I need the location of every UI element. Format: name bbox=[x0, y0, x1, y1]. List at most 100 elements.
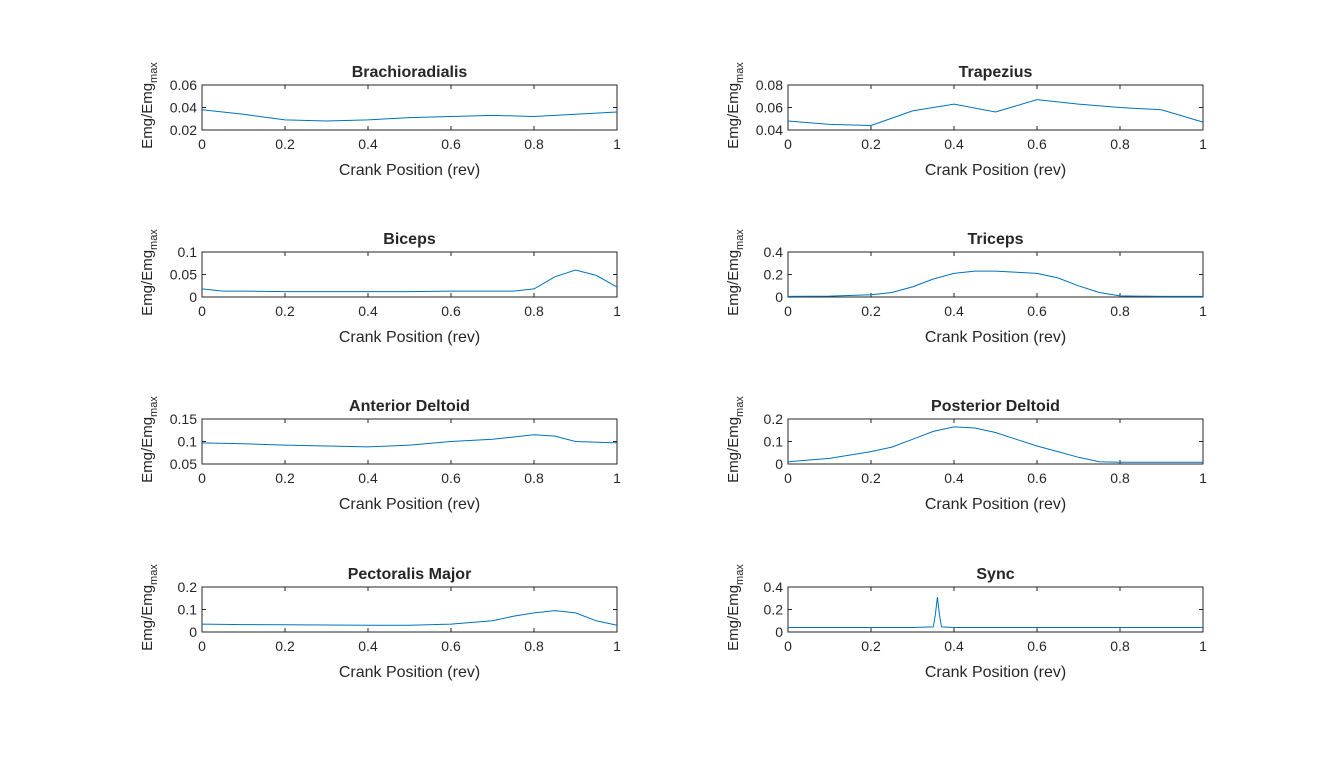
x-tick-label: 0.8 bbox=[1110, 470, 1130, 486]
x-tick-label: 0 bbox=[198, 638, 206, 654]
y-axis-label: Emg/Emgmax bbox=[725, 396, 746, 483]
x-tick-label: 0.4 bbox=[944, 470, 964, 486]
subplot-title: Sync bbox=[976, 566, 1014, 583]
axes-box bbox=[201, 418, 618, 465]
x-tick-label: 0.8 bbox=[1110, 638, 1130, 654]
y-tick-label: 0.02 bbox=[170, 122, 197, 138]
y-tick-label: 0.1 bbox=[178, 602, 198, 618]
x-tick-label: 0 bbox=[784, 638, 792, 654]
series-line bbox=[201, 269, 618, 293]
x-tick-label: 0.8 bbox=[1110, 303, 1130, 319]
subplot-sync: 0 0.2 0.4 0.6 0.8 1 0 0.2 0.4 Sync Crank Position … bbox=[725, 564, 1207, 681]
x-tick-label: 0.2 bbox=[861, 470, 881, 486]
y-axis-label: Emg/Emgmax bbox=[725, 564, 746, 651]
subplot-title: Anterior Deltoid bbox=[349, 398, 470, 415]
series-line bbox=[201, 610, 618, 626]
y-axis-label-main: Emg/Emg bbox=[139, 585, 156, 651]
x-tick-label: 1 bbox=[613, 136, 621, 152]
y-tick-label: 0.06 bbox=[170, 77, 197, 93]
y-tick-label: 0.08 bbox=[756, 77, 783, 93]
x-axis-label: Crank Position (rev) bbox=[925, 496, 1066, 513]
x-tick-label: 0.4 bbox=[358, 638, 378, 654]
x-axis-label: Crank Position (rev) bbox=[339, 162, 480, 179]
x-axis-label: Crank Position (rev) bbox=[925, 664, 1066, 681]
subplot-anterior-deltoid: 0 0.2 0.4 0.6 0.8 1 0.05 0.1 0.15 Anterior Deltoi… bbox=[139, 396, 621, 513]
y-axis-label-subscript: max bbox=[148, 396, 160, 417]
y-axis-label-main: Emg/Emg bbox=[139, 83, 156, 149]
y-tick-label: 0 bbox=[775, 456, 783, 472]
axes-box bbox=[201, 251, 618, 298]
subplot-title: Trapezius bbox=[959, 64, 1033, 81]
series-line bbox=[787, 270, 1203, 297]
x-tick-label: 0.4 bbox=[944, 136, 964, 152]
y-axis-label-main: Emg/Emg bbox=[139, 417, 156, 483]
y-tick-label: 0.1 bbox=[764, 434, 784, 450]
x-tick-label: 0.6 bbox=[1027, 470, 1047, 486]
x-tick-label: 0.4 bbox=[944, 638, 964, 654]
y-tick-label: 0.4 bbox=[764, 244, 784, 260]
x-tick-label: 0.6 bbox=[441, 136, 461, 152]
series-line bbox=[201, 109, 618, 122]
y-axis-label: Emg/Emgmax bbox=[139, 564, 160, 651]
x-tick-label: 1 bbox=[1199, 470, 1207, 486]
subplot-trapezius: 0 0.2 0.4 0.6 0.8 1 0.04 0.06 0.08 Trapezius Crank… bbox=[725, 62, 1207, 179]
x-tick-label: 1 bbox=[1199, 638, 1207, 654]
subplot-title: Posterior Deltoid bbox=[931, 398, 1060, 415]
y-axis-label: Emg/Emgmax bbox=[139, 229, 160, 316]
series-line bbox=[201, 434, 618, 448]
x-tick-label: 0.6 bbox=[1027, 136, 1047, 152]
x-tick-label: 0.6 bbox=[441, 638, 461, 654]
axes-box bbox=[787, 418, 1204, 465]
y-tick-label: 0.2 bbox=[178, 579, 198, 595]
x-tick-label: 0 bbox=[198, 136, 206, 152]
x-tick-label: 0.4 bbox=[358, 303, 378, 319]
x-tick-label: 0.8 bbox=[524, 136, 544, 152]
x-tick-label: 0.4 bbox=[358, 470, 378, 486]
y-tick-label: 0.1 bbox=[178, 434, 198, 450]
y-tick-label: 0 bbox=[775, 289, 783, 305]
y-tick-label: 0.15 bbox=[170, 411, 197, 427]
x-tick-label: 0.6 bbox=[1027, 638, 1047, 654]
x-tick-label: 1 bbox=[613, 303, 621, 319]
y-axis-label: Emg/Emgmax bbox=[725, 229, 746, 316]
subplot-title: Biceps bbox=[383, 231, 436, 248]
subplot-pectoralis-major: 0 0.2 0.4 0.6 0.8 1 0 0.1 0.2 Pectoralis Major Cra… bbox=[139, 564, 621, 681]
series-line bbox=[788, 597, 1203, 628]
y-axis-label-subscript: max bbox=[734, 229, 746, 250]
subplot-triceps: 0 0.2 0.4 0.6 0.8 1 0 0.2 0.4 Triceps Crank Positi… bbox=[725, 229, 1207, 346]
x-tick-label: 1 bbox=[613, 638, 621, 654]
x-tick-label: 0.6 bbox=[441, 303, 461, 319]
x-tick-label: 0 bbox=[784, 303, 792, 319]
x-axis-label: Crank Position (rev) bbox=[925, 162, 1066, 179]
y-tick-label: 0 bbox=[189, 624, 197, 640]
x-tick-label: 0.2 bbox=[861, 303, 881, 319]
x-axis-label: Crank Position (rev) bbox=[339, 329, 480, 346]
y-tick-label: 0.06 bbox=[756, 100, 783, 116]
x-tick-label: 0.8 bbox=[524, 638, 544, 654]
x-tick-label: 0 bbox=[784, 136, 792, 152]
y-axis-label-main: Emg/Emg bbox=[725, 83, 742, 149]
axes-box bbox=[787, 84, 1204, 131]
x-tick-label: 0.4 bbox=[358, 136, 378, 152]
x-tick-label: 0.6 bbox=[441, 470, 461, 486]
x-tick-label: 0.2 bbox=[275, 136, 295, 152]
x-tick-label: 0.8 bbox=[1110, 136, 1130, 152]
y-axis-label-subscript: max bbox=[148, 229, 160, 250]
y-tick-label: 0.05 bbox=[170, 456, 197, 472]
y-axis-label: Emg/Emgmax bbox=[139, 396, 160, 483]
x-tick-label: 0.2 bbox=[275, 303, 295, 319]
series-line bbox=[787, 99, 1204, 127]
y-tick-label: 0.04 bbox=[756, 122, 783, 138]
y-axis-label-subscript: max bbox=[148, 62, 160, 83]
subplot-title: Brachioradialis bbox=[352, 64, 468, 81]
y-tick-label: 0.2 bbox=[764, 267, 784, 283]
x-tick-label: 1 bbox=[1199, 136, 1207, 152]
y-tick-label: 0 bbox=[775, 624, 783, 640]
y-axis-label-main: Emg/Emg bbox=[725, 417, 742, 483]
y-tick-label: 0 bbox=[189, 289, 197, 305]
y-axis-label-main: Emg/Emg bbox=[725, 585, 742, 651]
y-tick-label: 0.2 bbox=[764, 602, 784, 618]
y-tick-label: 0.2 bbox=[764, 411, 784, 427]
axes-box bbox=[787, 586, 1204, 633]
